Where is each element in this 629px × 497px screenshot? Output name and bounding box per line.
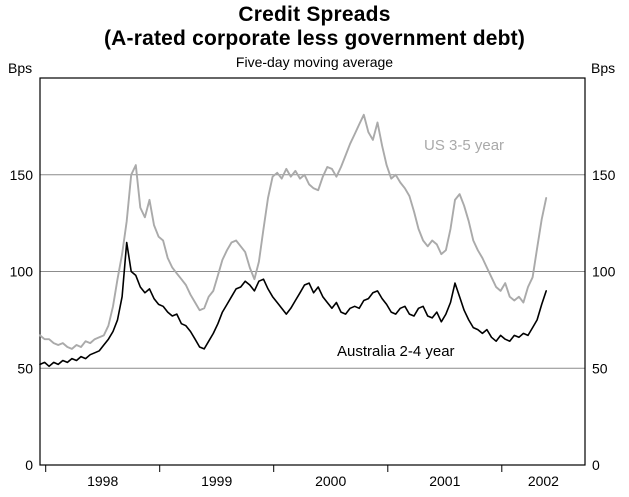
x-tick-label-1998: 1998: [87, 473, 118, 489]
series-line-us: [39, 113, 548, 350]
y-tick-label-right-50: 50: [592, 360, 608, 376]
y-tick-label-left-0: 0: [25, 457, 33, 473]
series-label-australia: Australia 2-4 year: [337, 343, 455, 360]
y-axis-unit-left: Bps: [8, 60, 33, 76]
series-label-us: US 3-5 year: [424, 137, 505, 154]
y-axis-unit-right: Bps: [591, 60, 616, 76]
x-tick-label-1999: 1999: [201, 473, 232, 489]
x-tick-label-2000: 2000: [315, 473, 346, 489]
plot-border: [39, 77, 586, 466]
chart-title-line2: (A-rated corporate less government debt): [103, 27, 526, 50]
chart-title: Credit Spreads: [238, 3, 391, 26]
y-tick-label-left-50: 50: [17, 360, 33, 376]
y-tick-label-right-0: 0: [592, 457, 600, 473]
x-tick-label-2002: 2002: [528, 473, 559, 489]
x-tick-label-2001: 2001: [429, 473, 460, 489]
y-tick-label-right-150: 150: [592, 167, 616, 183]
chart-subtitle: Five-day moving average: [235, 54, 394, 70]
series-line-australia: [39, 241, 548, 368]
y-tick-label-left-100: 100: [10, 264, 34, 280]
y-tick-label-left-150: 150: [10, 167, 34, 183]
y-tick-label-right-100: 100: [592, 264, 616, 280]
